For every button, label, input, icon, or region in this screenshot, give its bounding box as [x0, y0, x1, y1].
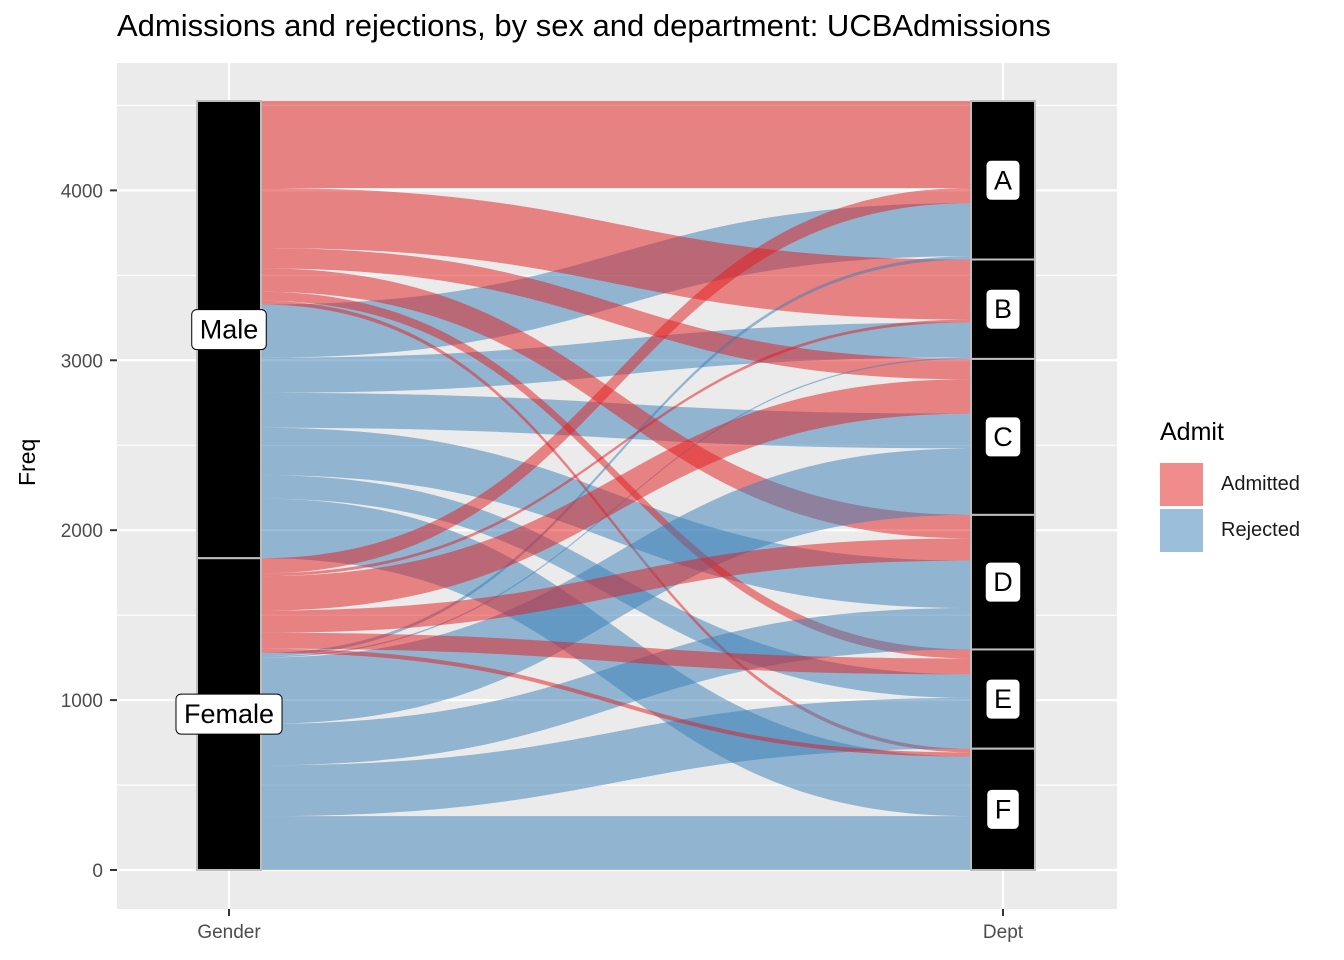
- flow-male-f-admitted: [261, 300, 971, 753]
- stratum-label-d: D: [993, 567, 1013, 597]
- stratum-label-f-box: [986, 788, 1020, 830]
- legend-item-rejected: Rejected: [1160, 507, 1300, 553]
- stratum-label-f: F: [995, 794, 1012, 824]
- x-tick-label: Dept: [983, 922, 1024, 943]
- flow-female-f-admitted: [261, 648, 971, 757]
- stratum-label-e-box: [985, 678, 1021, 720]
- flow-male-e-admitted: [261, 291, 971, 659]
- flow-female-d-admitted: [261, 538, 971, 633]
- stratum-label-c-box: [984, 416, 1022, 458]
- y-tick-label: 1000: [61, 691, 103, 712]
- flow-male-a-admitted: [261, 101, 971, 188]
- legend-title: Admit: [1160, 418, 1224, 446]
- legend-key-rejected: [1160, 508, 1203, 552]
- stratum-label-d-box: [984, 561, 1022, 603]
- legend-key-admitted: [1160, 462, 1203, 506]
- x-tick-label: Gender: [197, 922, 261, 943]
- y-tick-label: 2000: [61, 521, 103, 542]
- flow-male-d-admitted: [261, 268, 971, 539]
- flow-female-f-rejected: [261, 816, 971, 870]
- flow-female-a-rejected: [261, 256, 971, 657]
- stratum-label-female: Female: [184, 699, 274, 729]
- flow-female-e-rejected: [261, 697, 971, 817]
- flow-female-c-admitted: [261, 379, 971, 611]
- y-tick-label: 3000: [61, 351, 103, 372]
- y-tick-label: 0: [92, 861, 103, 882]
- stratum-label-a: A: [994, 165, 1012, 195]
- flow-female-d-rejected: [261, 608, 971, 766]
- stratum-label-b: B: [994, 294, 1012, 324]
- stratum-label-male: Male: [200, 315, 259, 345]
- legend: Admit Admitted Rejected: [1160, 418, 1300, 553]
- legend-label-rejected: Rejected: [1221, 518, 1300, 541]
- flow-male-c-admitted: [261, 247, 971, 380]
- y-tick-label: 4000: [61, 181, 103, 202]
- legend-item-admitted: Admitted: [1160, 461, 1300, 507]
- flow-male-c-rejected: [261, 392, 971, 449]
- flow-female-e-admitted: [261, 632, 971, 675]
- stratum-label-c: C: [993, 422, 1013, 452]
- stratum-label-a-box: [985, 159, 1021, 201]
- stratum-label-male-box: [191, 309, 267, 351]
- stratum-label-b-box: [985, 288, 1021, 330]
- flow-male-b-admitted: [261, 187, 971, 320]
- stratum-label-e: E: [994, 684, 1012, 714]
- flow-female-b-admitted: [261, 319, 971, 577]
- flow-male-b-rejected: [261, 322, 971, 393]
- stratum-label-female-box: [175, 693, 283, 735]
- flow-female-a-admitted: [261, 187, 971, 574]
- legend-label-admitted: Admitted: [1221, 472, 1300, 495]
- chart-title: Admissions and rejections, by sex and de…: [117, 8, 1051, 43]
